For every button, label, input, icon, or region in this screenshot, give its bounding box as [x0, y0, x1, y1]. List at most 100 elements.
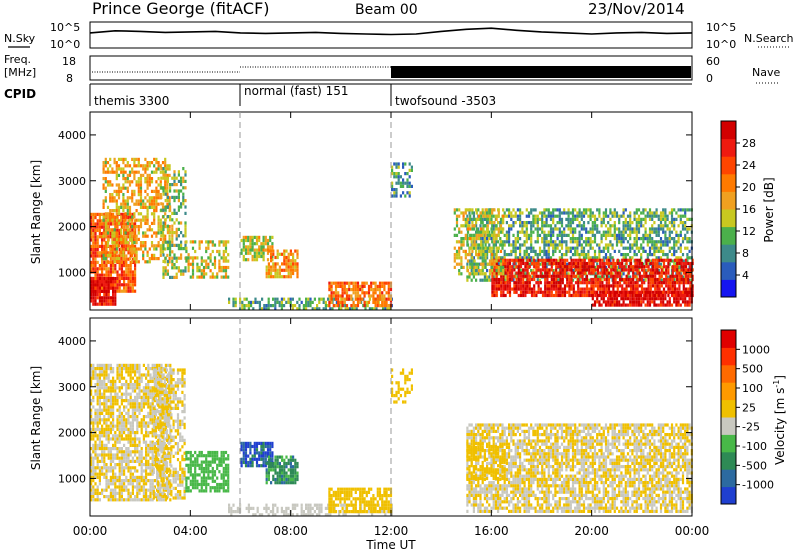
scatter-cell [139, 199, 143, 203]
scatter-cell [162, 272, 165, 276]
scatter-cell [632, 274, 635, 278]
scatter-cell [343, 288, 346, 292]
scatter-cell [334, 288, 338, 292]
scatter-cell [548, 274, 551, 278]
scatter-cell [372, 297, 375, 301]
scatter-cell [631, 290, 634, 294]
scatter-cell [90, 453, 93, 457]
scatter-cell [253, 235, 256, 239]
scatter-cell [146, 177, 149, 181]
scatter-cell [585, 277, 589, 282]
scatter-cell [469, 253, 472, 257]
scatter-cell [90, 383, 93, 387]
scatter-cell [127, 276, 130, 280]
scatter-cell [591, 221, 594, 225]
scatter-cell [497, 287, 501, 291]
scatter-cell [615, 265, 619, 269]
scatter-cell [90, 235, 93, 239]
scatter-cell [543, 253, 546, 257]
scatter-cell [579, 290, 582, 294]
scatter-cell [175, 189, 178, 193]
scatter-cell [552, 287, 556, 291]
scatter-cell [453, 259, 456, 263]
scatter-cell [501, 230, 504, 234]
scatter-cell [92, 495, 95, 499]
scatter-cell [545, 221, 548, 225]
scatter-cell [98, 264, 101, 268]
scatter-cell [146, 161, 149, 165]
scatter-cell [98, 479, 101, 483]
scatter-cell [569, 230, 572, 234]
scatter-cell [107, 267, 110, 271]
scatter-cell [648, 249, 652, 253]
scatter-cell [466, 275, 469, 279]
scatter-cell [96, 383, 99, 387]
scatter-cell [96, 437, 99, 441]
scatter-cell [278, 275, 281, 279]
scatter-cell [227, 275, 230, 279]
scatter-cell [410, 184, 413, 188]
scatter-cell [604, 233, 608, 237]
scatter-cell [506, 287, 509, 291]
scatter-cell [578, 208, 581, 212]
scatter-cell [612, 281, 615, 285]
scatter-cell [116, 286, 119, 290]
scatter-cell [557, 290, 560, 294]
scatter-cell [322, 307, 325, 311]
scatter-cell [343, 300, 346, 304]
scatter-cell [581, 271, 584, 275]
scatter-cell [634, 293, 637, 298]
scatter-cell [615, 269, 619, 273]
scatter-cell [120, 247, 123, 251]
scatter-cell [580, 227, 583, 231]
scatter-cell [162, 215, 165, 219]
scatter-cell [634, 261, 637, 266]
scatter-cell [588, 265, 591, 269]
scatter-cell [164, 164, 167, 168]
scatter-cell [352, 281, 355, 285]
scatter-cell [578, 243, 581, 247]
scatter-cell [318, 300, 321, 304]
scatter-cell [168, 257, 171, 261]
scatter-cell [477, 208, 480, 212]
scatter-cell [516, 237, 519, 241]
scatter-cell [169, 205, 172, 209]
scatter-cell [98, 232, 101, 236]
scatter-cell [642, 297, 645, 301]
scatter-cell [590, 287, 593, 291]
scatter-cell [164, 199, 167, 203]
scatter-cell [171, 256, 174, 260]
scatter-cell [636, 287, 639, 291]
scatter-cell [184, 173, 187, 177]
scatter-cell [642, 278, 645, 282]
scatter-cell [669, 284, 672, 288]
scatter-cell [493, 259, 496, 263]
scatter-cell [272, 304, 275, 308]
scatter-cell [175, 243, 178, 247]
scatter-cell [654, 268, 657, 272]
scatter-cell [207, 240, 210, 244]
scatter-cell [109, 222, 112, 226]
scatter-cell [334, 294, 338, 298]
scatter-cell [684, 281, 688, 285]
scatter-cell [220, 269, 223, 273]
scatter-cell [558, 208, 561, 212]
scatter-cell [521, 211, 524, 215]
scatter-cell [276, 252, 279, 256]
scatter-cell [602, 230, 605, 234]
scatter-cell [676, 265, 679, 269]
scatter-cell [566, 290, 569, 294]
scatter-cell [677, 256, 680, 260]
scatter-cell [94, 453, 97, 457]
scatter-cell [129, 248, 132, 252]
scatter-cell [508, 230, 511, 234]
scatter-cell [296, 300, 299, 304]
scatter-cell [642, 217, 645, 221]
scatter-cell [114, 225, 117, 229]
scatter-cell [688, 303, 691, 307]
scatter-cell [549, 224, 553, 228]
scatter-cell [631, 300, 634, 304]
scatter-cell [94, 498, 97, 502]
colorbar-swatch [721, 209, 736, 228]
scatter-cell [544, 265, 547, 269]
